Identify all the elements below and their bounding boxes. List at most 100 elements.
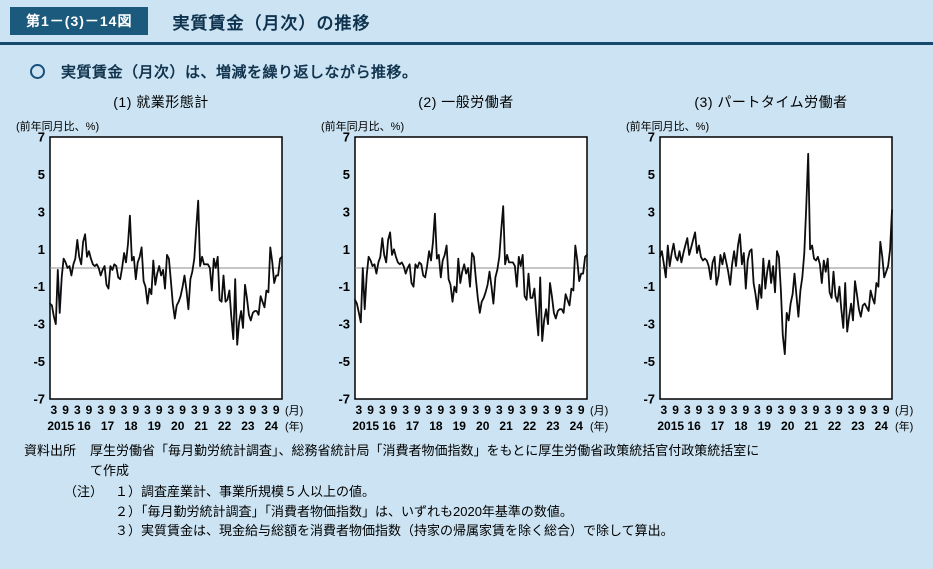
svg-text:9: 9 (813, 403, 820, 417)
svg-text:7: 7 (38, 130, 45, 145)
svg-text:(月): (月) (895, 405, 913, 417)
svg-text:9: 9 (156, 403, 163, 417)
svg-text:9: 9 (531, 403, 538, 417)
figure-header: 第1－(3)－14図 実質賃金（月次）の推移 (0, 0, 933, 45)
svg-text:9: 9 (226, 403, 233, 417)
line-chart-total: 7 5 3 1 -1 -3 -5 -7 (前年同月比、%) 3 9 2015 3 9 16 3 9 17 3 9 18 3… (12, 113, 310, 435)
svg-text:(前年同月比、%): (前年同月比、%) (321, 119, 404, 133)
svg-text:9: 9 (437, 403, 444, 417)
svg-text:3: 3 (871, 403, 878, 417)
svg-text:1: 1 (343, 242, 350, 257)
svg-text:3: 3 (778, 403, 785, 417)
svg-text:19: 19 (453, 419, 467, 433)
svg-text:-1: -1 (338, 279, 350, 294)
svg-text:7: 7 (343, 130, 350, 145)
charts-row: (1) 就業形態計 7 5 3 1 -1 -3 -5 -7 (前年同月比、%) 3 9 2015 3 9 1… (0, 92, 933, 435)
svg-text:2015: 2015 (657, 419, 684, 433)
summary-text: 実質賃金（月次）は、増減を繰り返しながら推移。 (61, 64, 418, 81)
figure-number-label: 第1－(3)－14図 (10, 7, 149, 35)
svg-text:-3: -3 (33, 317, 45, 332)
chart-panel-general-workers: (2) 一般労働者 7 5 3 1 -1 -3 -5 -7 (前年同月比、%) 3 9 2015 3 9 1… (317, 92, 615, 435)
svg-text:9: 9 (86, 403, 93, 417)
note-label: （注） (64, 484, 104, 499)
svg-text:9: 9 (62, 403, 69, 417)
note-item-2: ２）「毎月勤労統計調査」「消費者物価指数」は、いずれも2020年基準の数値。 (115, 503, 573, 519)
svg-text:9: 9 (742, 403, 749, 417)
svg-text:3: 3 (97, 403, 104, 417)
svg-text:3: 3 (519, 403, 526, 417)
svg-text:19: 19 (148, 419, 162, 433)
svg-text:20: 20 (171, 419, 185, 433)
svg-text:9: 9 (859, 403, 866, 417)
svg-text:9: 9 (179, 403, 186, 417)
svg-text:9: 9 (461, 403, 468, 417)
svg-text:(月): (月) (285, 405, 303, 417)
svg-text:3: 3 (74, 403, 81, 417)
svg-text:22: 22 (523, 419, 537, 433)
page-title: 実質賃金（月次）の推移 (172, 13, 371, 33)
svg-text:3: 3 (824, 403, 831, 417)
svg-text:3: 3 (402, 403, 409, 417)
svg-text:9: 9 (203, 403, 210, 417)
svg-text:2015: 2015 (352, 419, 379, 433)
svg-text:3: 3 (214, 403, 221, 417)
svg-text:3: 3 (426, 403, 433, 417)
svg-text:9: 9 (132, 403, 139, 417)
svg-text:3: 3 (261, 403, 268, 417)
note-item-3: ３）実質賃金は、現金給与総額を消費者物価指数（持家の帰属家賃を除く総合）で除して… (115, 523, 674, 538)
svg-text:16: 16 (77, 419, 91, 433)
svg-text:3: 3 (496, 403, 503, 417)
line-chart-part-time-workers: 7 5 3 1 -1 -3 -5 -7 (前年同月比、%) 3 9 2015 3 9 16 3 9 17 3 9 18 3… (622, 113, 920, 435)
svg-text:22: 22 (218, 419, 232, 433)
svg-text:3: 3 (168, 403, 175, 417)
svg-text:17: 17 (406, 419, 420, 433)
svg-text:(前年同月比、%): (前年同月比、%) (16, 119, 99, 133)
svg-text:-1: -1 (33, 279, 45, 294)
svg-text:9: 9 (391, 403, 398, 417)
svg-text:9: 9 (719, 403, 726, 417)
svg-text:24: 24 (875, 419, 889, 433)
chart-panel-part-time-workers: (3) パートタイム労働者 7 5 3 1 -1 -3 -5 -7 (前年同月比、%) 3 9 201… (622, 92, 920, 435)
chart-title-general-workers: (2) 一般労働者 (418, 94, 514, 110)
svg-text:21: 21 (194, 419, 208, 433)
svg-text:3: 3 (38, 204, 45, 219)
svg-text:9: 9 (554, 403, 561, 417)
svg-text:-7: -7 (338, 392, 350, 407)
svg-text:9: 9 (109, 403, 116, 417)
svg-text:(年): (年) (285, 419, 303, 433)
svg-text:9: 9 (696, 403, 703, 417)
note-item-1: １）調査産業計、事業所規模５人以上の値。 (115, 484, 376, 499)
svg-text:-7: -7 (33, 392, 45, 407)
svg-text:9: 9 (578, 403, 585, 417)
svg-text:1: 1 (648, 242, 655, 257)
svg-text:22: 22 (828, 419, 842, 433)
svg-text:20: 20 (781, 419, 795, 433)
svg-text:-5: -5 (643, 354, 655, 369)
svg-text:9: 9 (836, 403, 843, 417)
svg-text:18: 18 (124, 419, 138, 433)
svg-text:5: 5 (343, 167, 350, 182)
svg-text:23: 23 (851, 419, 865, 433)
svg-text:3: 3 (51, 403, 58, 417)
svg-text:24: 24 (570, 419, 584, 433)
svg-text:3: 3 (661, 403, 668, 417)
svg-text:23: 23 (241, 419, 255, 433)
svg-text:3: 3 (648, 204, 655, 219)
svg-text:5: 5 (38, 167, 45, 182)
circle-bullet-icon (30, 64, 45, 79)
svg-text:18: 18 (429, 419, 443, 433)
svg-text:3: 3 (731, 403, 738, 417)
svg-text:9: 9 (883, 403, 890, 417)
svg-text:18: 18 (734, 419, 748, 433)
source-row: 資料出所 厚生労働省「毎月勤労統計調査」、総務省統計局「消費者物価指数」をもとに… (24, 441, 933, 480)
svg-text:23: 23 (546, 419, 560, 433)
svg-text:3: 3 (801, 403, 808, 417)
svg-text:9: 9 (508, 403, 515, 417)
svg-text:9: 9 (249, 403, 256, 417)
svg-text:2015: 2015 (47, 419, 74, 433)
svg-text:-7: -7 (643, 392, 655, 407)
svg-text:21: 21 (499, 419, 513, 433)
footer-notes: 資料出所 厚生労働省「毎月勤労統計調査」、総務省統計局「消費者物価指数」をもとに… (24, 441, 933, 541)
svg-text:9: 9 (414, 403, 421, 417)
svg-text:9: 9 (766, 403, 773, 417)
